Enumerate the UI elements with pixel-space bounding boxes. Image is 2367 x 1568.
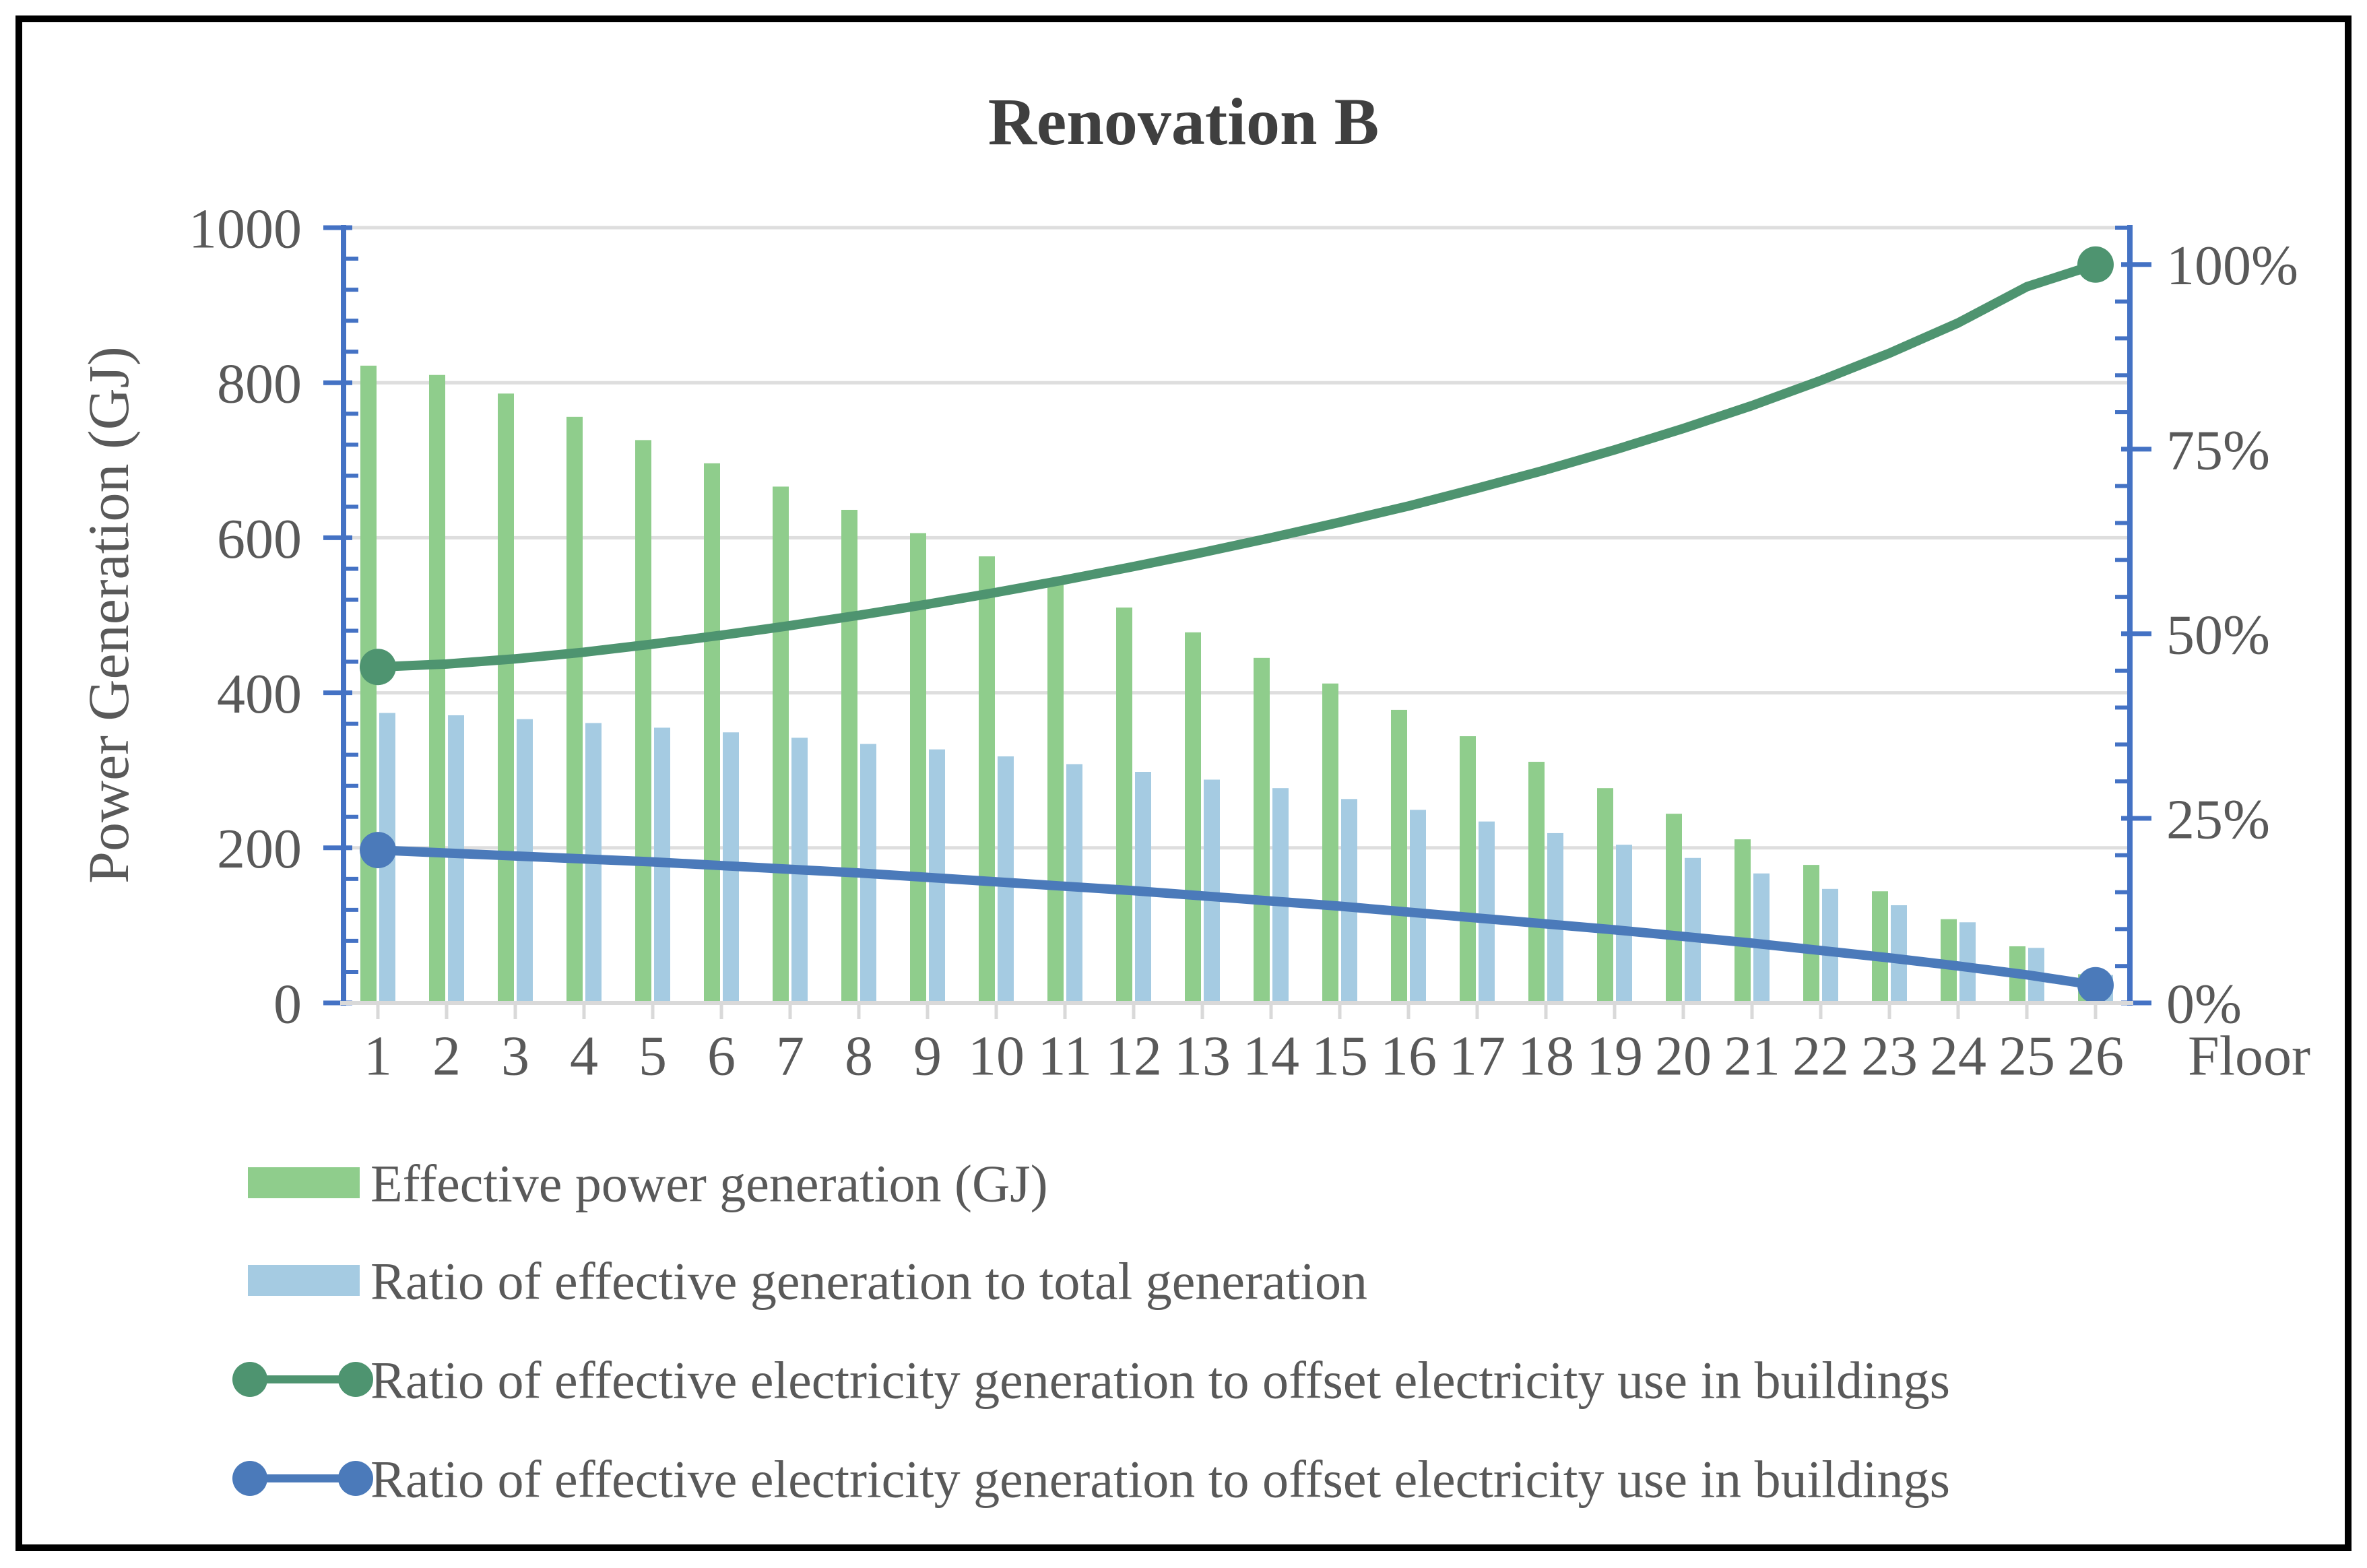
y-axis-left-tick-label: 0 <box>273 973 302 1035</box>
legend-label-green-line: Ratio of effective electricity generatio… <box>370 1350 1950 1409</box>
x-axis-tick-label: 23 <box>1861 1024 1918 1087</box>
x-axis-tick-label: 25 <box>1999 1024 2055 1087</box>
y-axis-left-tick-label: 800 <box>217 353 302 416</box>
x-axis-tick-label: 22 <box>1792 1024 1849 1087</box>
y-axis-right-tick-label: 50% <box>2166 603 2270 666</box>
legend-dot-green-right <box>338 1362 373 1397</box>
x-axis-tick-label: 4 <box>570 1024 598 1087</box>
bar-effective-power <box>635 440 651 1003</box>
legend-label-effective-power: Effective power generation (GJ) <box>370 1154 1048 1212</box>
bar-effective-power <box>704 463 720 1003</box>
x-axis-tick-label: 20 <box>1655 1024 1712 1087</box>
bar-effective-power <box>1116 607 1132 1003</box>
bar-ratio-generation <box>1204 779 1220 1003</box>
bar-effective-power <box>1185 632 1201 1003</box>
bar-ratio-generation <box>1616 845 1632 1003</box>
y-axis-right-tick-label: 75% <box>2166 419 2270 482</box>
legend: Effective power generation (GJ) Ratio of… <box>232 1154 1950 1508</box>
frame-border <box>15 15 2352 1551</box>
bar-effective-power <box>1734 839 1751 1003</box>
bar-effective-power <box>841 509 857 1003</box>
y-axis-right-tick-label: 0% <box>2166 973 2242 1035</box>
bar-effective-power <box>773 486 789 1003</box>
x-axis-tick-label: 1 <box>364 1024 392 1087</box>
bar-effective-power <box>1872 891 1888 1003</box>
bar-effective-power <box>1528 762 1545 1003</box>
x-axis-tick-label: 21 <box>1724 1024 1780 1087</box>
x-axis-tick-label: 9 <box>913 1024 942 1087</box>
x-axis-tick-label: 2 <box>432 1024 461 1087</box>
legend-swatch-effective-power <box>248 1167 360 1198</box>
bar-effective-power <box>1803 865 1819 1003</box>
x-axis-tick-label: 26 <box>2067 1024 2124 1087</box>
legend-dot-green-left <box>232 1362 267 1397</box>
y-axis-left-tick-label: 1000 <box>189 197 302 260</box>
x-axis-tick-label: 18 <box>1518 1024 1574 1087</box>
chart-title: Renovation B <box>988 84 1380 159</box>
bar-effective-power <box>910 533 926 1003</box>
x-axis-tick-label: 16 <box>1380 1024 1437 1087</box>
bar-effective-power <box>1391 709 1407 1003</box>
x-axis-tick-label: 11 <box>1038 1024 1093 1087</box>
bar-effective-power <box>1666 814 1682 1003</box>
bar-ratio-generation <box>1479 821 1495 1003</box>
x-axis-tick-label: 3 <box>501 1024 529 1087</box>
y-axis-right-tick-label: 100% <box>2166 234 2298 297</box>
bar-ratio-generation <box>1410 810 1426 1003</box>
y-axis-left-tick-label: 600 <box>217 508 302 570</box>
bar-effective-power <box>979 556 995 1003</box>
x-axis-title: Floor <box>2188 1024 2310 1087</box>
x-axis-tick-label: 19 <box>1586 1024 1643 1087</box>
x-axis-tick-label: 14 <box>1243 1024 1299 1087</box>
legend-label-ratio-generation: Ratio of effective generation to total g… <box>370 1251 1367 1310</box>
x-axis-tick-label: 17 <box>1449 1024 1505 1087</box>
x-axis-tick-label: 13 <box>1174 1024 1231 1087</box>
x-axis-tick-label: 5 <box>639 1024 667 1087</box>
line-endpoint-dot <box>2077 967 2114 1004</box>
bar-effective-power <box>498 393 514 1003</box>
bar-ratio-generation <box>448 715 464 1003</box>
bar-ratio-generation <box>1547 832 1563 1003</box>
y-axis-left-tick-label: 200 <box>217 818 302 880</box>
x-axis-tick-label: 12 <box>1105 1024 1162 1087</box>
bar-effective-power <box>1254 657 1270 1003</box>
line-series-1 <box>373 845 2100 990</box>
x-axis-tick-label: 10 <box>968 1024 1025 1087</box>
bar-effective-power <box>566 416 583 1003</box>
y-axis-right-tick-label: 25% <box>2166 788 2270 851</box>
x-axis-tick-label: 24 <box>1930 1024 1986 1087</box>
legend-label-blue-line: Ratio of effective electricity generatio… <box>370 1449 1950 1508</box>
bar-effective-power <box>1322 683 1338 1003</box>
x-axis-tick-label: 8 <box>845 1024 873 1087</box>
y-axis-title: Power Generation (GJ) <box>76 346 141 884</box>
legend-dot-blue-right <box>338 1461 373 1496</box>
x-axis-tick-label: 15 <box>1311 1024 1368 1087</box>
bar-ratio-generation <box>1753 873 1770 1003</box>
x-axis-tick-label: 6 <box>707 1024 736 1087</box>
bar-effective-power <box>1460 736 1476 1003</box>
line-series-0 <box>373 259 2100 672</box>
line-endpoint-dot <box>2077 246 2114 283</box>
bar-ratio-generation <box>1341 799 1357 1003</box>
bar-effective-power <box>1597 788 1613 1003</box>
legend-swatch-ratio-generation <box>248 1265 360 1296</box>
line-endpoint-dot <box>360 832 396 869</box>
y-axis-left-tick-label: 400 <box>217 663 302 725</box>
bar-ratio-generation <box>1685 857 1701 1003</box>
line-endpoint-dot <box>360 649 396 686</box>
legend-dot-blue-left <box>232 1461 267 1496</box>
x-axis-tick-label: 7 <box>776 1024 804 1087</box>
bar-effective-power <box>1047 584 1064 1003</box>
bar-effective-power <box>429 374 445 1003</box>
bar-ratio-generation <box>1272 788 1289 1003</box>
bar-ratio-generation <box>1822 888 1838 1003</box>
